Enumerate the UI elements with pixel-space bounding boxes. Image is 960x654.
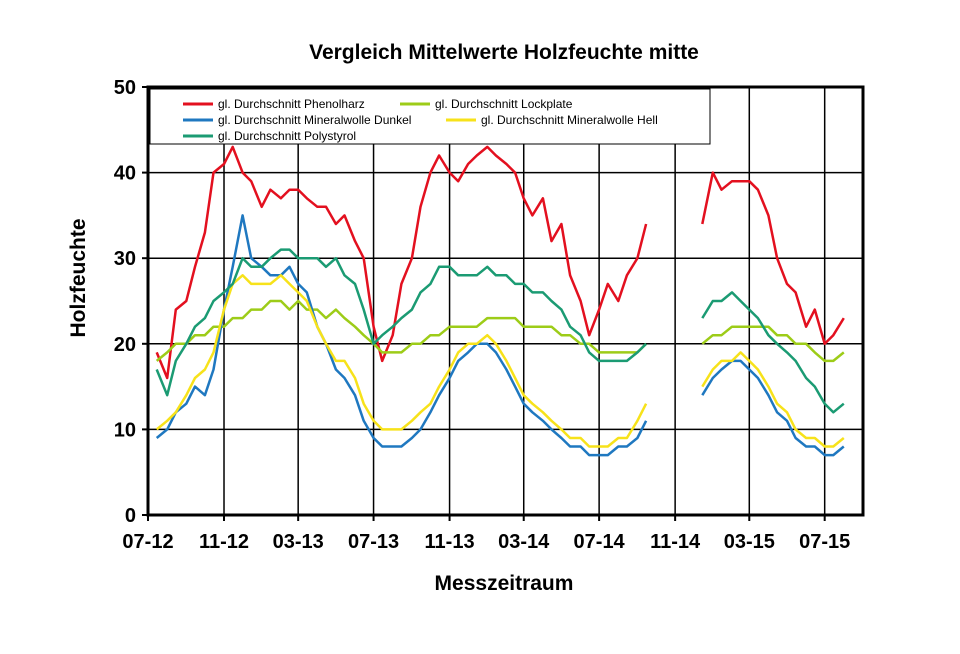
- plot-area-frame: [146, 85, 865, 517]
- x-axis-title: Messzeitraum: [435, 572, 574, 595]
- legend: gl. Durchschnitt Phenolharz gl. Durchschn…: [149, 88, 711, 145]
- series-line-4: [701, 351, 845, 448]
- x-tick-label: 07-15: [799, 531, 850, 553]
- y-tick-label: 20: [114, 334, 136, 356]
- y-tick-label: 40: [114, 163, 136, 185]
- chart-title: Vergleich Mittelwerte Holzfeuchte mitte: [309, 41, 699, 64]
- legend-label: gl. Durchschnitt Phenolharz: [218, 97, 365, 111]
- x-tick-label: 07-13: [348, 531, 399, 553]
- x-tick-label: 11-12: [199, 531, 249, 553]
- legend-label: gl. Durchschnitt Polystyrol: [218, 129, 356, 143]
- series-line-5: [155, 248, 647, 397]
- series-line-3: [701, 359, 845, 457]
- x-tick-label: 07-12: [122, 531, 173, 553]
- legend-label: gl. Durchschnitt Mineralwolle Hell: [481, 113, 658, 127]
- series-line-4: [155, 274, 648, 448]
- x-tick-label: 03-15: [724, 531, 775, 553]
- grid: [148, 87, 863, 515]
- series-line-3: [155, 214, 648, 457]
- y-tick-label: 10: [114, 419, 136, 441]
- legend-label: gl. Durchschnitt Mineralwolle Dunkel: [218, 113, 411, 127]
- legend-box: [149, 88, 711, 145]
- y-tick-label: 50: [114, 77, 136, 99]
- series-lines: [155, 145, 845, 457]
- series-line-1: [155, 145, 648, 380]
- x-tick-label: 11-13: [425, 531, 475, 553]
- y-tick-label: 30: [114, 248, 136, 270]
- axis-ticks: 0 10 20 30 40 50 07-12 11-12 03-13 07-13 11-13 03-1…: [114, 77, 851, 553]
- x-tick-label: 07-14: [574, 531, 626, 553]
- series-line-5: [701, 291, 845, 414]
- legend-label: gl. Durchschnitt Lockplate: [435, 97, 573, 111]
- series-line-1: [701, 171, 845, 346]
- y-tick-label: 0: [125, 505, 136, 527]
- x-tick-label: 03-13: [273, 531, 324, 553]
- x-tick-label: 03-14: [498, 531, 550, 553]
- y-axis-title: Holzfeuchte: [67, 218, 90, 337]
- series-line-2: [701, 325, 845, 363]
- x-tick-label: 11-14: [650, 531, 701, 553]
- series-line-2: [155, 299, 647, 362]
